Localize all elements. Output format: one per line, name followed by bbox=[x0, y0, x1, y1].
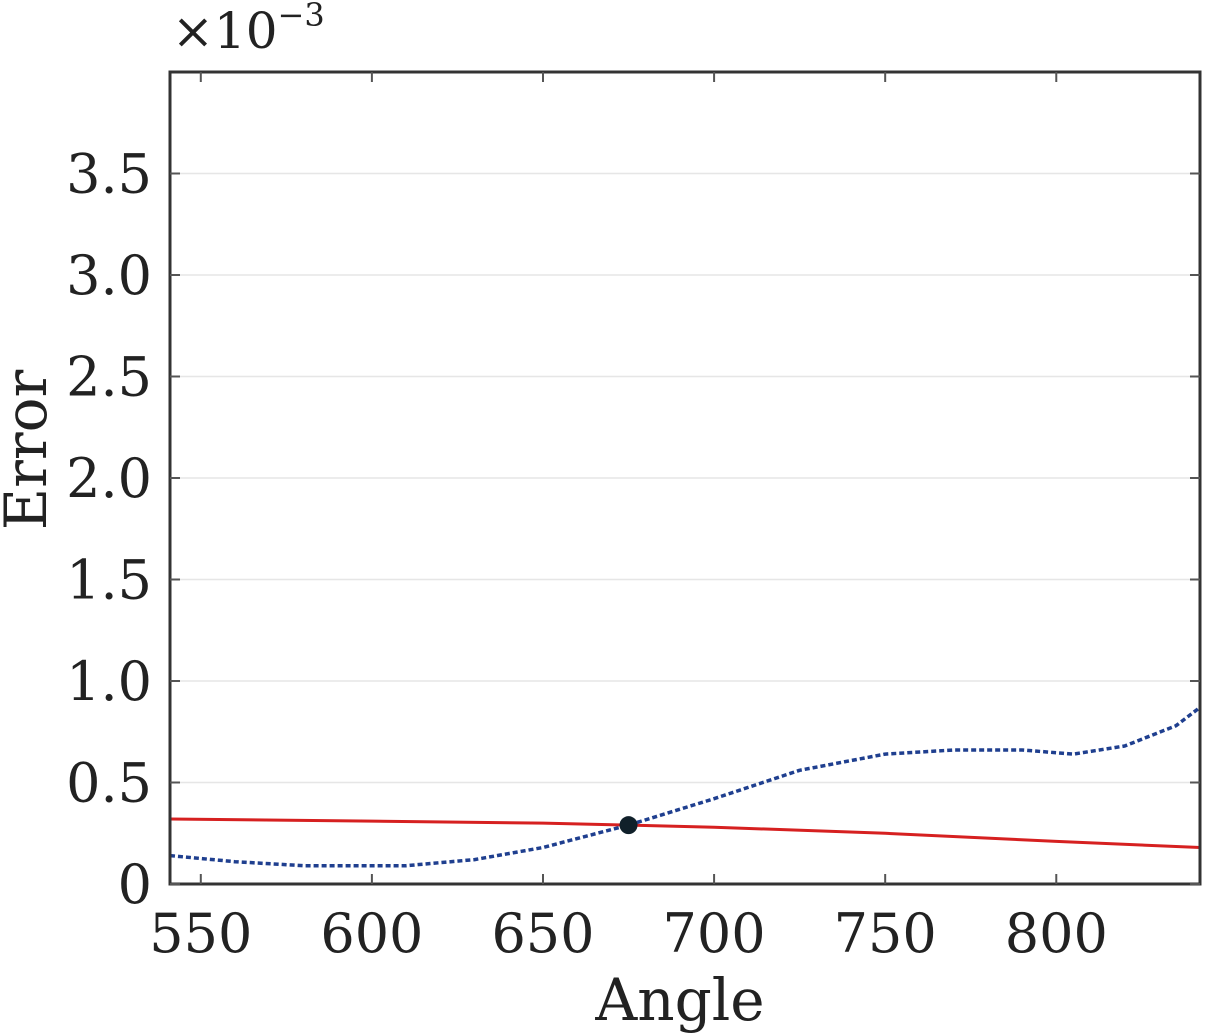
y-tick-label: 3.0 bbox=[66, 244, 152, 307]
series-line-2 bbox=[169, 706, 1202, 868]
intersection-marker bbox=[619, 816, 638, 835]
y-tick-label: 0 bbox=[118, 853, 152, 916]
y-tick-label: 1.0 bbox=[66, 650, 152, 713]
x-tick-label: 750 bbox=[834, 902, 937, 965]
y-tick-label: 2.0 bbox=[66, 447, 152, 510]
x-axis-label: Angle bbox=[594, 966, 764, 1034]
y-tick-label: 1.5 bbox=[66, 549, 152, 612]
x-tick-label: 550 bbox=[149, 902, 252, 965]
x-tick-label: 600 bbox=[320, 902, 423, 965]
multiplier-exponent: −3 bbox=[278, 0, 325, 34]
series-layer bbox=[169, 706, 1202, 868]
y-axis-label: Error bbox=[0, 370, 60, 531]
x-tick-label: 700 bbox=[663, 902, 766, 965]
y-tick-label: 0.5 bbox=[66, 752, 152, 815]
y-tick-label: 3.5 bbox=[66, 143, 152, 206]
y-tick-label: 2.5 bbox=[66, 346, 152, 409]
y-axis-multiplier: ×10−3 bbox=[172, 0, 325, 60]
series-line-1 bbox=[169, 817, 1201, 849]
marker-layer bbox=[619, 816, 638, 835]
axis-ticks: 0 0.5 1.0 1.5 2.0 2.5 3.0 3.5 550 600 650 700 750 800 bbox=[66, 72, 1200, 965]
grid-lines bbox=[170, 172, 1200, 784]
x-tick-label: 650 bbox=[491, 902, 594, 965]
x-tick-label: 800 bbox=[1005, 902, 1108, 965]
multiplier-base: ×10 bbox=[172, 2, 278, 60]
